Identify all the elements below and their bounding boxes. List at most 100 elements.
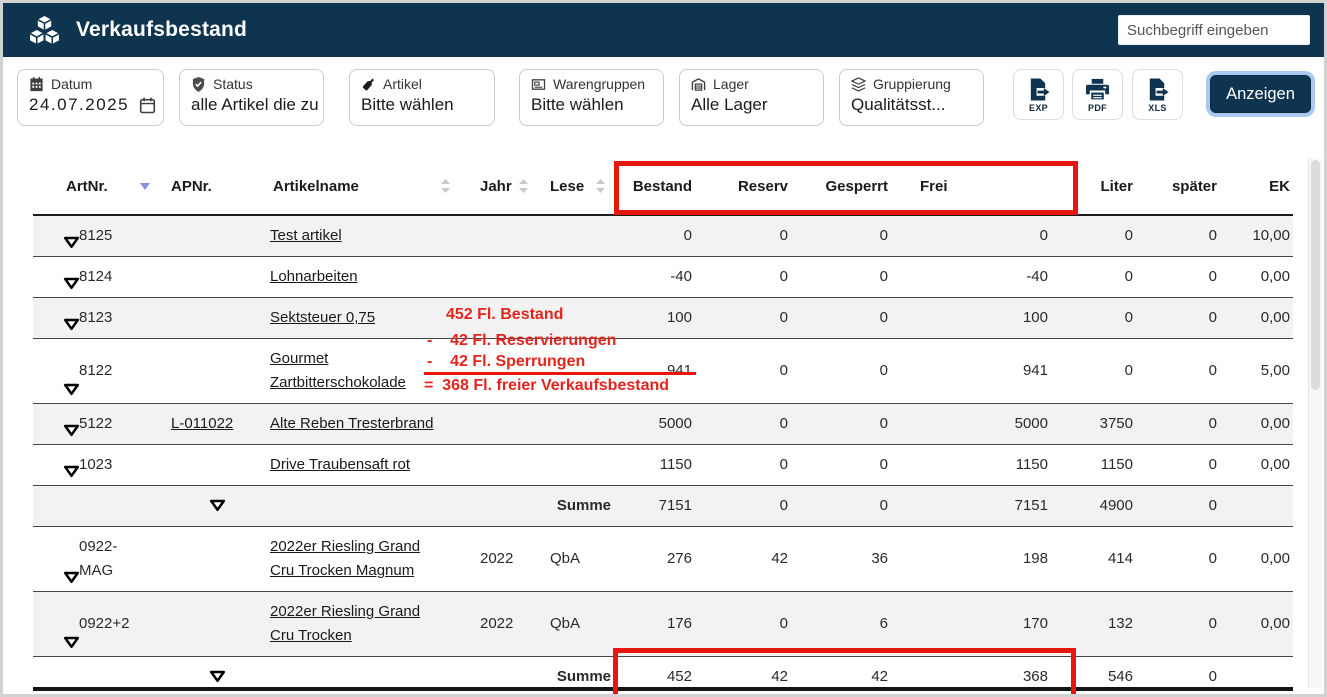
article-link[interactable]: Test artikel xyxy=(270,227,342,244)
gesperrt-value: 0 xyxy=(879,415,888,432)
column-label: Jahr xyxy=(480,177,512,195)
gesperrt-cell: 0 xyxy=(791,445,891,486)
liter-value: 0 xyxy=(1124,227,1133,244)
expand-row-icon[interactable] xyxy=(63,318,80,331)
expand-row-icon[interactable] xyxy=(63,236,80,249)
jahr-cell xyxy=(458,445,528,486)
column-label: Reserv xyxy=(737,177,788,195)
expand-group-icon[interactable] xyxy=(209,499,226,512)
article-link[interactable]: Gourmet Zartbitterschokolade xyxy=(270,350,406,391)
status-value[interactable]: alle Artikel die zu xyxy=(191,95,319,114)
column-header-lese[interactable]: Lese xyxy=(528,158,613,216)
article-link[interactable]: Drive Traubensaft rot xyxy=(270,456,411,473)
search-input[interactable] xyxy=(1118,15,1310,45)
artnr-value: 8124 xyxy=(79,268,113,285)
lese-cell xyxy=(528,257,613,298)
filter-warengruppen[interactable]: Warengruppen Bitte wählen xyxy=(519,69,664,126)
datepicker-icon[interactable] xyxy=(139,97,156,114)
brand: Verkaufsbestand xyxy=(29,15,247,45)
expand-row-icon[interactable] xyxy=(63,277,80,290)
column-header-name[interactable]: Artikelname xyxy=(258,158,458,216)
liter-cell: 132 xyxy=(1051,592,1136,657)
column-label: ArtNr. xyxy=(66,177,108,195)
liter-value: 546 xyxy=(1107,668,1133,685)
liter-value: 0 xyxy=(1124,309,1133,326)
column-header-apnr[interactable]: APNr. xyxy=(163,158,258,216)
spaeter-cell: 0 xyxy=(1136,215,1220,257)
article-link[interactable]: Sektsteuer 0,75 xyxy=(270,309,376,326)
article-link[interactable]: 2022er Riesling Grand Cru Trocken Magnum xyxy=(270,538,421,579)
sort-icon[interactable] xyxy=(518,179,528,193)
column-header-jahr[interactable]: Jahr xyxy=(458,158,528,216)
liter-value: 4900 xyxy=(1099,497,1133,514)
liter-cell: 1150 xyxy=(1051,445,1136,486)
apnr-link[interactable]: L-011022 xyxy=(171,415,234,432)
xls-button[interactable]: XLS xyxy=(1132,69,1183,120)
lese-value: QbA xyxy=(550,550,581,567)
frei-cell: 5000 xyxy=(891,404,1051,445)
table-body: 8125 Test artikel 0 0 0 0 0 0 10,00 8124 Lohnarbei… xyxy=(33,215,1293,691)
sort-icon[interactable] xyxy=(441,179,450,193)
spaeter-value: 0 xyxy=(1208,668,1217,685)
bestand-cell: 276 xyxy=(613,527,695,592)
frei-value: 170 xyxy=(1022,615,1048,632)
gruppierung-value[interactable]: Qualitätsst... xyxy=(851,95,946,114)
expand-group-icon[interactable] xyxy=(209,670,226,683)
apnr-cell xyxy=(163,657,258,692)
filter-gruppierung[interactable]: Gruppierung Qualitätsst... xyxy=(839,69,984,126)
ek-value: 10,00 xyxy=(1252,227,1290,244)
article-link[interactable]: Alte Reben Tresterbrand xyxy=(270,415,434,432)
filter-datum[interactable]: Datum 24.07.2025 xyxy=(17,69,164,126)
article-link[interactable]: Lohnarbeiten xyxy=(270,268,358,285)
jahr-cell: 2022 xyxy=(458,592,528,657)
expand-row-icon[interactable] xyxy=(63,424,80,437)
bestand-cell: 176 xyxy=(613,592,695,657)
spaeter-cell: 0 xyxy=(1136,339,1220,404)
summe-row: Summe 452 42 42 368 546 0 xyxy=(33,657,1293,692)
bestand-value: 176 xyxy=(666,615,692,632)
artnr-cell: 5122 xyxy=(33,404,163,445)
liter-value: 0 xyxy=(1124,268,1133,285)
pdf-button[interactable]: PDF xyxy=(1072,69,1123,120)
expand-row-icon[interactable] xyxy=(63,571,80,584)
name-cell: 2022er Riesling Grand Cru Trocken xyxy=(258,592,458,657)
annotation-line-sperrungen: - 42 Fl. Sperrungen xyxy=(427,353,586,370)
bestand-cell: 5000 xyxy=(613,404,695,445)
lager-value[interactable]: Alle Lager xyxy=(691,95,768,114)
jahr-cell xyxy=(458,404,528,445)
filter-lager-label: Lager xyxy=(713,76,749,92)
reserv-value: 0 xyxy=(779,268,788,285)
artnr-value: 0922+2 xyxy=(79,615,130,632)
column-header-artnr[interactable]: ArtNr. xyxy=(33,158,163,216)
export-button[interactable]: EXP xyxy=(1013,69,1064,120)
expand-row-icon[interactable] xyxy=(63,636,80,649)
liter-value: 0 xyxy=(1124,362,1133,379)
artikel-value[interactable]: Bitte wählen xyxy=(361,95,454,114)
scrollbar-thumb[interactable] xyxy=(1311,160,1320,390)
reserv-value: 42 xyxy=(771,550,788,567)
expand-row-icon[interactable] xyxy=(63,383,80,396)
name-cell: Gourmet Zartbitterschokolade xyxy=(258,339,458,404)
article-link[interactable]: 2022er Riesling Grand Cru Trocken xyxy=(270,603,421,644)
frei-cell: 100 xyxy=(891,298,1051,339)
sort-desc-icon[interactable] xyxy=(139,182,150,190)
vertical-scrollbar[interactable] xyxy=(1308,158,1322,688)
gesperrt-value: 0 xyxy=(879,497,888,514)
sort-icon[interactable] xyxy=(596,179,605,193)
anzeigen-button[interactable]: Anzeigen xyxy=(1210,75,1311,113)
lese-cell xyxy=(528,404,613,445)
warengruppen-value[interactable]: Bitte wählen xyxy=(531,95,624,114)
ek-value: 0,00 xyxy=(1260,456,1290,473)
spaeter-value: 0 xyxy=(1208,309,1217,326)
reserv-cell: 0 xyxy=(695,404,791,445)
filter-lager[interactable]: Lager Alle Lager xyxy=(679,69,824,126)
filter-artikel[interactable]: Artikel Bitte wählen xyxy=(349,69,495,126)
bestand-cell: 0 xyxy=(613,215,695,257)
boxes-logo-icon xyxy=(29,15,60,45)
artnr-value: 8122 xyxy=(79,362,113,379)
reserv-cell: 0 xyxy=(695,445,791,486)
expand-row-icon[interactable] xyxy=(63,465,80,478)
filter-status[interactable]: Status alle Artikel die zu xyxy=(179,69,324,126)
date-value[interactable]: 24.07.2025 xyxy=(29,95,130,114)
